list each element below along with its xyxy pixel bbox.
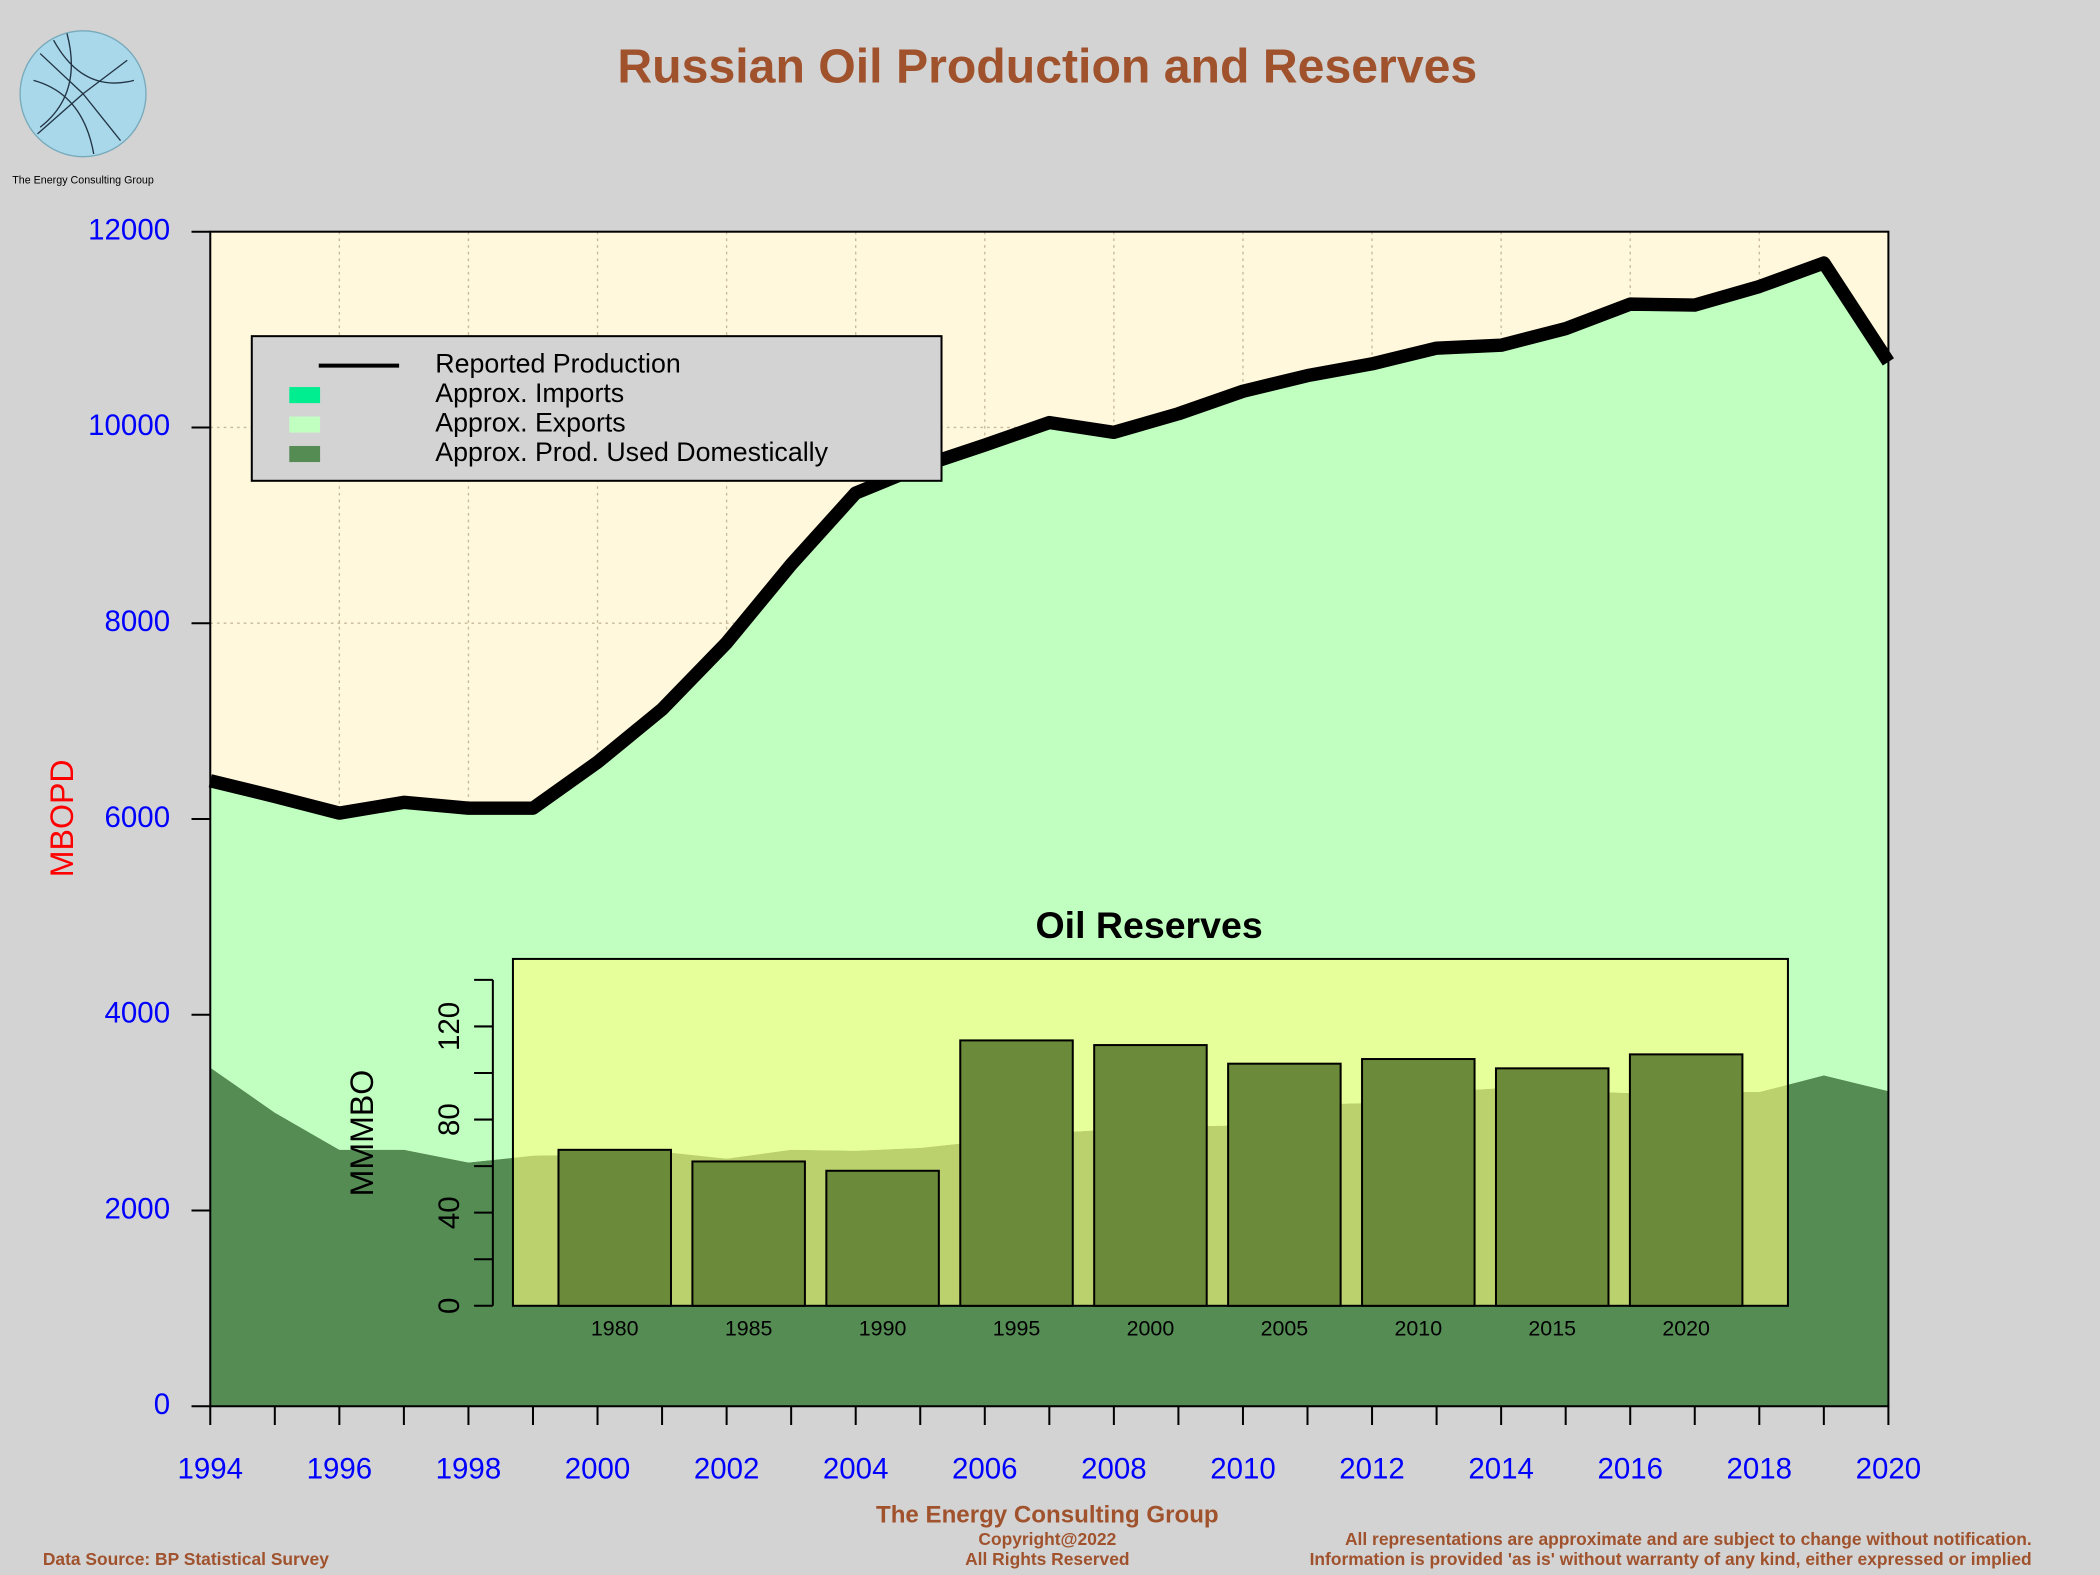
footer-rights: All Rights Reserved (965, 1549, 1129, 1569)
x-tick-label: 2016 (1597, 1452, 1663, 1485)
x-tick-label: 2014 (1468, 1452, 1534, 1485)
legend-swatch (289, 387, 321, 404)
x-tick-label: 1985 (725, 1317, 773, 1341)
y-tick-label: 120 (433, 1002, 466, 1051)
x-tick-label: 2000 (565, 1452, 631, 1485)
y-tick-label: 8000 (105, 605, 171, 638)
bar (691, 1160, 806, 1307)
y-tick-label: 12000 (88, 213, 170, 246)
x-tick-label: 2020 (1662, 1317, 1710, 1341)
legend-label: Approx. Exports (435, 408, 625, 438)
legend-label: Approx. Imports (435, 378, 624, 408)
y-tick-label: 80 (433, 1103, 466, 1136)
x-tick-label: 1996 (307, 1452, 373, 1485)
x-tick-label: 2018 (1727, 1452, 1793, 1485)
y-tick-label: 2000 (105, 1192, 171, 1225)
y-tick-label: 6000 (105, 801, 171, 834)
x-tick-label: 2020 (1856, 1452, 1922, 1485)
chart-title: Russian Oil Production and Reserves (617, 39, 1477, 93)
inset-title: Oil Reserves (1035, 904, 1262, 946)
y-tick-label: 0 (433, 1298, 466, 1314)
x-tick-label: 1994 (178, 1452, 244, 1485)
footer-org: The Energy Consulting Group (876, 1501, 1219, 1528)
x-tick-label: 2006 (952, 1452, 1018, 1485)
x-tick-label: 1995 (993, 1317, 1041, 1341)
legend-box (250, 335, 943, 482)
line (208, 256, 1895, 820)
x-tick-label: 1980 (591, 1317, 639, 1341)
x-tick-label: 2005 (1261, 1317, 1309, 1341)
legend-label: Reported Production (435, 349, 681, 379)
x-tick-label: 2002 (694, 1452, 760, 1485)
y-axis-label: MBOPD (44, 759, 80, 877)
bar (959, 1039, 1074, 1307)
y-tick-label: 0 (154, 1388, 170, 1421)
inset-y-label: MMMBO (344, 1070, 380, 1197)
logo-text: The Energy Consulting Group (12, 175, 154, 187)
footer-disclaimer: All representations are approximate and … (1345, 1529, 2032, 1549)
x-tick-label: 2004 (823, 1452, 889, 1485)
x-tick-label: 1998 (436, 1452, 502, 1485)
legend-swatch (289, 416, 321, 433)
bar (1093, 1044, 1208, 1307)
x-tick-label: 2010 (1210, 1452, 1276, 1485)
x-tick-label: 1990 (859, 1317, 907, 1341)
legend-label: Approx. Prod. Used Domestically (435, 437, 828, 467)
x-tick-label: 2010 (1394, 1317, 1442, 1341)
bar (1361, 1058, 1476, 1307)
footer-source: Data Source: BP Statistical Survey (43, 1549, 329, 1569)
bar (1227, 1062, 1342, 1307)
y-tick-label: 4000 (105, 997, 171, 1030)
legend-swatch (289, 445, 321, 463)
x-tick-label: 2008 (1081, 1452, 1147, 1485)
logo (19, 30, 147, 158)
bar (825, 1169, 940, 1307)
x-tick-label: 2000 (1127, 1317, 1175, 1341)
x-tick-label: 2012 (1339, 1452, 1405, 1485)
area (210, 263, 1889, 1163)
footer-disclaimer: Information is provided 'as is' without … (1310, 1549, 2032, 1569)
footer-copyright: Copyright@2022 (978, 1529, 1116, 1549)
bar (1628, 1053, 1744, 1307)
y-tick-label: 10000 (88, 409, 170, 442)
bar (557, 1148, 672, 1307)
bar (1494, 1067, 1610, 1307)
y-tick-label: 40 (433, 1196, 466, 1229)
logo-lines (33, 33, 135, 155)
x-tick-label: 2015 (1528, 1317, 1576, 1341)
